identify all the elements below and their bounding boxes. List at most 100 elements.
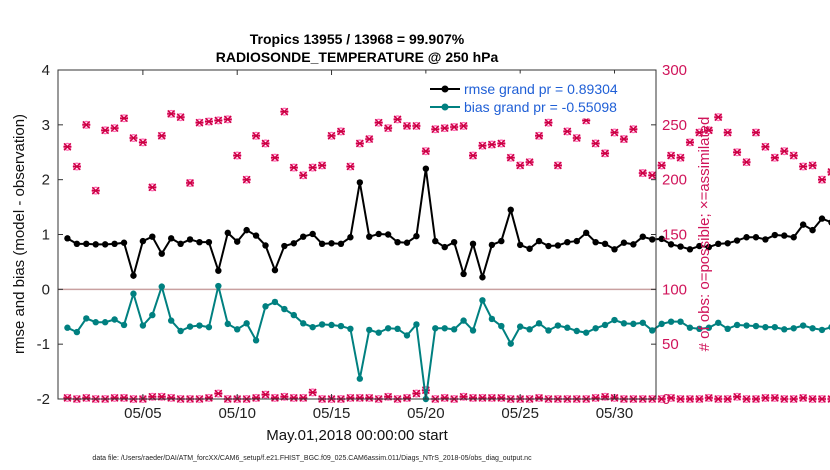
rmse-point bbox=[498, 237, 505, 245]
obs-count-low-point bbox=[261, 390, 270, 399]
bias-point bbox=[715, 319, 722, 326]
bias-point bbox=[790, 325, 797, 332]
obs-count-low-point bbox=[402, 393, 412, 402]
rmse-point bbox=[592, 238, 599, 246]
obs-count-low-point bbox=[742, 394, 751, 404]
obs-count-low-point bbox=[695, 394, 704, 404]
obs-count-point bbox=[695, 128, 704, 137]
obs-count-low-point bbox=[110, 393, 119, 402]
rmse-point bbox=[394, 238, 401, 246]
bias-point bbox=[413, 321, 420, 328]
obs-count-low-point bbox=[685, 394, 695, 404]
rmse-point bbox=[488, 241, 496, 249]
bias-point bbox=[158, 283, 165, 290]
obs-count-low-point bbox=[723, 394, 732, 404]
obs-count-point bbox=[195, 118, 204, 127]
obs-count-low-point bbox=[704, 393, 713, 402]
obs-count-low-point bbox=[817, 394, 827, 404]
rmse-point bbox=[564, 238, 571, 246]
y-tick-label: 2 bbox=[42, 172, 50, 189]
obs-count-low-point bbox=[412, 389, 421, 398]
bias-point bbox=[762, 323, 769, 331]
bias-point bbox=[271, 298, 279, 306]
bias-point bbox=[507, 340, 514, 347]
rmse-point bbox=[639, 233, 646, 240]
obs-count-low-point bbox=[808, 394, 817, 404]
bias-point bbox=[252, 337, 260, 344]
rmse-point bbox=[535, 237, 543, 245]
obs-count-low-point bbox=[827, 395, 830, 403]
bias-point bbox=[281, 305, 288, 313]
y-right-tick-label: 0 bbox=[662, 391, 670, 408]
bias-point bbox=[356, 375, 364, 382]
bias-point bbox=[526, 326, 533, 333]
obs-count-point bbox=[91, 186, 100, 195]
bias-point bbox=[611, 316, 618, 324]
obs-count-point bbox=[421, 147, 430, 156]
obs-count-point bbox=[799, 162, 808, 171]
obs-count-point bbox=[270, 153, 279, 162]
rmse-point bbox=[375, 230, 382, 238]
bias-point bbox=[403, 332, 411, 339]
obs-count-point bbox=[318, 161, 327, 170]
obs-count-point bbox=[761, 142, 770, 151]
x-tick-label: 05/20 bbox=[407, 405, 445, 422]
obs-count-low-point bbox=[63, 393, 72, 402]
bias-point bbox=[243, 320, 250, 327]
bias-point bbox=[564, 324, 571, 331]
obs-count-point bbox=[384, 124, 393, 133]
obs-count-point bbox=[440, 124, 449, 133]
rmse-point bbox=[762, 236, 769, 243]
obs-count-point bbox=[563, 127, 572, 136]
rmse-point bbox=[252, 232, 260, 239]
bias-point bbox=[224, 320, 231, 328]
obs-count-point bbox=[346, 162, 355, 171]
obs-count-point bbox=[733, 148, 742, 157]
bias-point bbox=[498, 322, 505, 330]
y-right-tick-label: 50 bbox=[662, 336, 679, 353]
bias-point bbox=[262, 303, 269, 310]
bias-point bbox=[375, 329, 382, 336]
rmse-point bbox=[667, 241, 675, 248]
x-tick-label: 05/30 bbox=[596, 405, 634, 422]
obs-count-low-point bbox=[440, 393, 449, 402]
bias-point bbox=[366, 326, 373, 334]
rmse-point bbox=[545, 242, 552, 250]
obs-count-point bbox=[308, 163, 317, 172]
y-tick-label: 1 bbox=[42, 227, 50, 244]
rmse-point bbox=[130, 272, 137, 279]
bias-point bbox=[83, 315, 90, 322]
rmse-point bbox=[413, 232, 420, 240]
bias-point bbox=[592, 325, 599, 332]
bias-line-0 bbox=[67, 283, 830, 400]
rmse-point bbox=[234, 238, 241, 245]
obs-count-low-point bbox=[676, 394, 685, 404]
obs-count-low-point bbox=[799, 393, 808, 402]
rmse-point bbox=[479, 274, 486, 281]
obs-count-point bbox=[431, 125, 440, 134]
legend-rmse-label: rmse grand pr = 0.89304 bbox=[464, 81, 618, 97]
obs-count-low-point bbox=[761, 393, 770, 402]
obs-count-point bbox=[544, 118, 553, 127]
rmse-point bbox=[366, 233, 373, 240]
bias-point bbox=[724, 325, 731, 333]
rmse-point bbox=[649, 236, 656, 243]
obs-count-point bbox=[459, 121, 468, 130]
obs-count-point bbox=[261, 139, 270, 148]
bias-point bbox=[601, 321, 609, 329]
obs-count-point bbox=[572, 133, 581, 143]
rmse-point bbox=[677, 243, 684, 250]
rmse-point bbox=[809, 226, 816, 234]
bias-point bbox=[167, 317, 175, 324]
x-tick-label: 05/15 bbox=[313, 405, 351, 422]
obs-count-point bbox=[214, 116, 223, 125]
obs-count-point bbox=[497, 139, 506, 148]
bias-point bbox=[111, 316, 118, 323]
obs-count-point bbox=[129, 133, 138, 143]
bias-point bbox=[639, 319, 646, 326]
bias-point bbox=[573, 327, 580, 335]
rmse-point bbox=[583, 229, 590, 237]
rmse-point bbox=[337, 240, 345, 248]
obs-count-point bbox=[119, 114, 129, 123]
obs-count-low-point bbox=[497, 393, 506, 402]
